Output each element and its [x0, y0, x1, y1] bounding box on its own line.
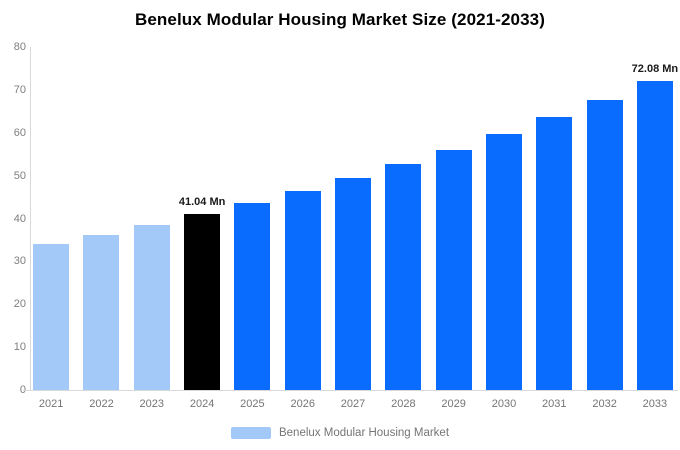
- x-axis-label-2023: 2023: [139, 398, 165, 410]
- x-axis-label-2033: 2033: [642, 398, 668, 410]
- bar-2033[interactable]: [636, 81, 673, 390]
- bar-slot: 72.08 Mn: [630, 47, 680, 390]
- y-tick-label: 50: [13, 169, 26, 182]
- bar-slot: [76, 47, 126, 390]
- x-axis-label-2025: 2025: [240, 398, 265, 410]
- x-axis-label-2021: 2021: [38, 398, 64, 410]
- bar-2029[interactable]: [435, 149, 472, 390]
- x-axis-label-2024: 2024: [189, 398, 215, 410]
- chart-title: Benelux Modular Housing Market Size (202…: [135, 10, 545, 29]
- bar-slot: [429, 47, 479, 390]
- x-axis-label-2026: 2026: [290, 398, 315, 410]
- y-tick-label: 70: [13, 83, 26, 96]
- y-tick-label: 80: [13, 41, 26, 53]
- bar-2026[interactable]: [284, 190, 321, 390]
- legend[interactable]: Benelux Modular Housing Market: [0, 427, 680, 439]
- legend-label[interactable]: Benelux Modular Housing Market: [278, 427, 450, 439]
- y-tick-label: 60: [13, 126, 26, 139]
- bar-slot: [26, 47, 76, 390]
- x-axis-label-2022: 2022: [89, 398, 114, 410]
- bar-2023[interactable]: [133, 224, 170, 390]
- y-tick-label: 40: [13, 212, 26, 225]
- bar-2028[interactable]: [385, 164, 422, 390]
- bar-slot: [378, 47, 428, 390]
- bar-slot: [529, 47, 579, 390]
- bar-slot: [579, 47, 629, 390]
- y-axis-line: [30, 47, 31, 390]
- bars-row: 41.04 Mn 72.08 Mn: [26, 47, 680, 390]
- bar-value-label: 72.08 Mn: [631, 62, 679, 75]
- bar-slot: [479, 47, 529, 390]
- x-axis-label-2030: 2030: [491, 398, 517, 410]
- x-axis-label-2028: 2028: [391, 398, 416, 410]
- bar-value-label: 41.04 Mn: [178, 196, 226, 209]
- y-tick-label: 30: [13, 255, 26, 268]
- bar-2024[interactable]: [184, 214, 221, 390]
- bar-slot: [227, 47, 277, 390]
- bar-2031[interactable]: [536, 117, 573, 390]
- legend-swatch[interactable]: [230, 427, 271, 439]
- bar-slot: [127, 47, 177, 390]
- y-tick-label: 20: [13, 298, 26, 311]
- bar-2027[interactable]: [335, 177, 372, 390]
- x-axis-labels: 2021 2022 2023 2024 2025 2026 2027 2028 2029 2030…: [26, 398, 680, 410]
- bar-slot: 41.04 Mn: [177, 47, 227, 390]
- bar-slot: [278, 47, 328, 390]
- x-axis-label-2029: 2029: [441, 398, 466, 410]
- y-tick-label: 10: [13, 341, 26, 354]
- bar-2030[interactable]: [485, 133, 522, 390]
- x-axis-label-2032: 2032: [592, 398, 617, 410]
- bar-slot: [328, 47, 378, 390]
- x-axis-label-2031: 2031: [542, 398, 567, 410]
- bar-2021[interactable]: [33, 244, 70, 390]
- bar-2025[interactable]: [234, 202, 271, 390]
- x-axis-label-2027: 2027: [340, 398, 366, 410]
- x-axis-line: [23, 390, 678, 391]
- bar-2022[interactable]: [83, 234, 120, 390]
- bar-2032[interactable]: [586, 99, 623, 390]
